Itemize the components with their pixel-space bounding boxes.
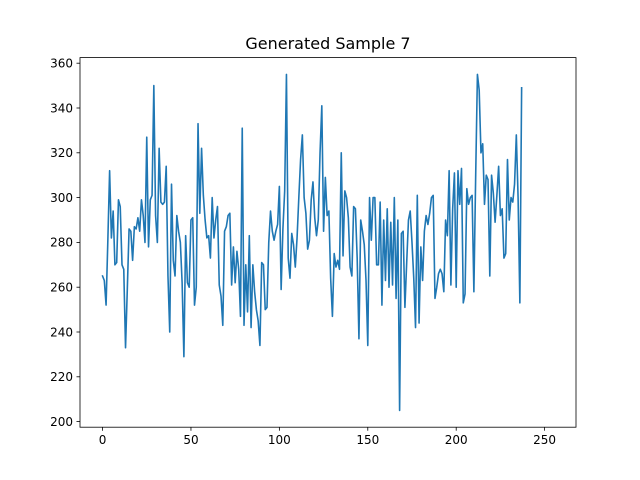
x-tick-label: 250 [533, 433, 556, 447]
plot-area [101, 73, 523, 412]
y-tick-label: 200 [50, 415, 73, 429]
y-tick-label: 280 [50, 236, 73, 250]
y-tick-label: 360 [50, 57, 73, 71]
chart-title: Generated Sample 7 [245, 34, 410, 53]
y-axis: 200 220 240 260 280 300 320 340 360 [50, 57, 80, 429]
x-tick-label: 200 [445, 433, 468, 447]
y-tick-label: 260 [50, 281, 73, 295]
y-tick-label: 220 [50, 370, 73, 384]
x-tick-label: 50 [183, 433, 198, 447]
y-tick-label: 240 [50, 325, 73, 339]
x-tick-label: 0 [99, 433, 107, 447]
x-tick-label: 100 [268, 433, 291, 447]
y-tick-label: 300 [50, 191, 73, 205]
series-line [101, 73, 523, 412]
x-axis: 0 50 100 150 200 250 [99, 427, 556, 447]
x-tick-label: 150 [356, 433, 379, 447]
y-tick-label: 320 [50, 146, 73, 160]
y-tick-label: 340 [50, 101, 73, 115]
